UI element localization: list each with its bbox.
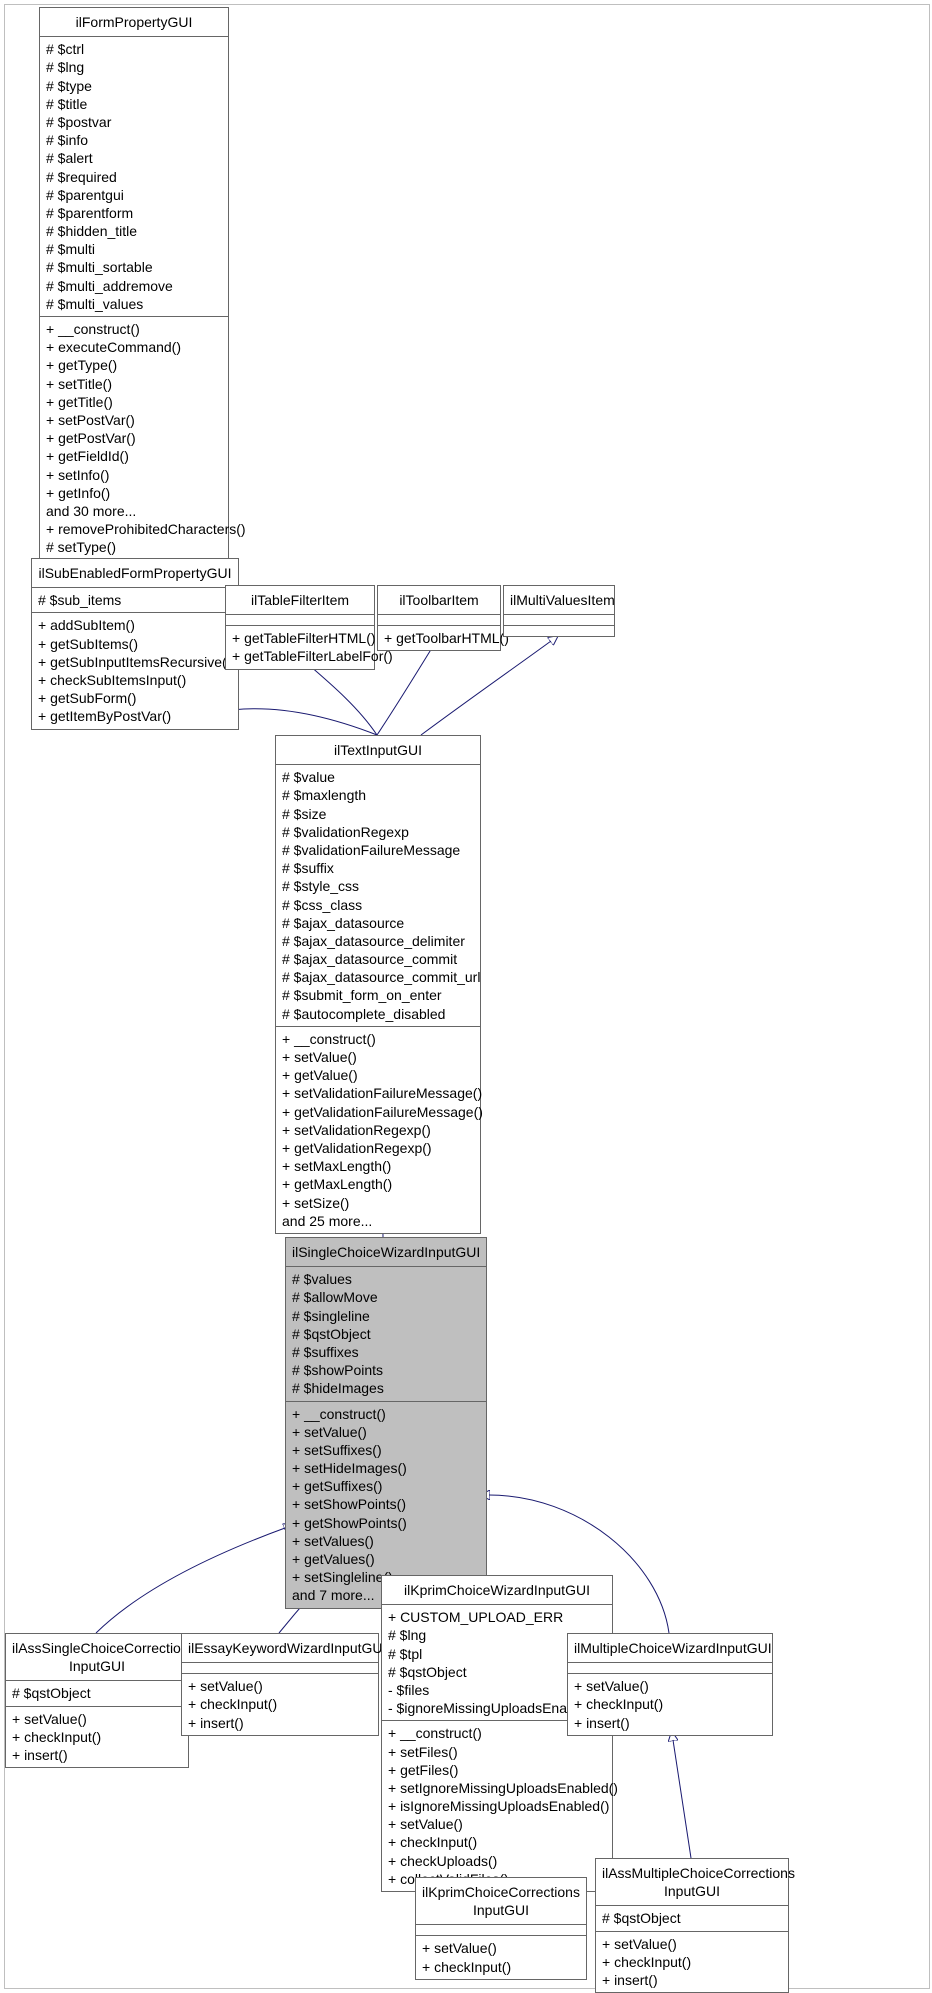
class-operations: + setValue() + checkInput() + insert() <box>596 1931 788 1993</box>
inheritance-edge <box>673 1740 691 1858</box>
class-title: ilToolbarItem <box>378 586 500 614</box>
class-title: ilTextInputGUI <box>276 736 480 764</box>
class-attributes <box>182 1662 378 1673</box>
class-operations: + __construct() + setFiles() + getFiles(… <box>382 1720 612 1891</box>
class-attributes: # $sub_items <box>32 587 238 612</box>
class-attributes <box>226 614 374 625</box>
class-title: ilEssayKeywordWizardInputGUI <box>182 1634 378 1662</box>
class-operations: + __construct() + setValue() + getValue(… <box>276 1026 480 1233</box>
class-title: ilSubEnabledFormPropertyGUI <box>32 559 238 587</box>
class-ilSubEnabledFormPropertyGUI[interactable]: ilSubEnabledFormPropertyGUI# $sub_items+… <box>31 558 239 730</box>
class-attributes <box>378 614 500 625</box>
class-ilAssMultipleChoiceCorrectionsInputGUI[interactable]: ilAssMultipleChoiceCorrections InputGUI#… <box>595 1858 789 1993</box>
class-operations: + getToolbarHTML() <box>378 625 500 650</box>
inheritance-edge <box>302 659 377 735</box>
class-operations: + getTableFilterHTML() + getTableFilterL… <box>226 625 374 668</box>
class-attributes <box>568 1662 772 1673</box>
class-attributes: # $value # $maxlength # $size # $validat… <box>276 764 480 1026</box>
class-title: ilAssSingleChoiceCorrections InputGUI <box>6 1634 188 1680</box>
class-title: ilKprimChoiceWizardInputGUI <box>382 1576 612 1604</box>
class-ilAssSingleChoiceCorrectionsInputGUI[interactable]: ilAssSingleChoiceCorrections InputGUI# $… <box>5 1633 189 1768</box>
class-title: ilKprimChoiceCorrections InputGUI <box>416 1878 586 1924</box>
class-ilSingleChoiceWizardInputGUI[interactable]: ilSingleChoiceWizardInputGUI# $values # … <box>285 1237 487 1609</box>
class-attributes: # $values # $allowMove # $singleline # $… <box>286 1266 486 1400</box>
class-ilTableFilterItem[interactable]: ilTableFilterItem + getTableFilterHTML() … <box>225 585 375 670</box>
class-operations: + addSubItem() + getSubItems() + getSubI… <box>32 612 238 728</box>
class-attributes <box>504 614 614 625</box>
class-operations: + setValue() + checkInput() + insert() <box>6 1706 188 1768</box>
class-title: ilSingleChoiceWizardInputGUI <box>286 1238 486 1266</box>
class-ilMultiValuesItem[interactable]: ilMultiValuesItem <box>503 585 615 637</box>
class-title: ilAssMultipleChoiceCorrections InputGUI <box>596 1859 788 1905</box>
inheritance-edge <box>421 641 551 735</box>
class-attributes <box>416 1924 586 1935</box>
class-operations: + __construct() + executeCommand() + get… <box>40 316 228 578</box>
class-attributes: # $qstObject <box>6 1680 188 1705</box>
class-operations: + setValue() + checkInput() + insert() <box>182 1673 378 1735</box>
class-operations: + setValue() + checkInput() + insert() <box>568 1673 772 1735</box>
class-ilKprimChoiceCorrectionsInputGUI[interactable]: ilKprimChoiceCorrections InputGUI + setVa… <box>415 1877 587 1980</box>
uml-class-diagram: ilFormPropertyGUI# $ctrl # $lng # $type … <box>4 4 930 1989</box>
class-title: ilTableFilterItem <box>226 586 374 614</box>
class-operations <box>504 625 614 636</box>
class-ilMultipleChoiceWizardInputGUI[interactable]: ilMultipleChoiceWizardInputGUI + setValue… <box>567 1633 773 1736</box>
class-title: ilFormPropertyGUI <box>40 8 228 36</box>
class-ilToolbarItem[interactable]: ilToolbarItem + getToolbarHTML() <box>377 585 501 651</box>
class-title: ilMultipleChoiceWizardInputGUI <box>568 1634 772 1662</box>
class-ilFormPropertyGUI[interactable]: ilFormPropertyGUI# $ctrl # $lng # $type … <box>39 7 229 579</box>
class-ilEssayKeywordWizardInputGUI[interactable]: ilEssayKeywordWizardInputGUI + setValue()… <box>181 1633 379 1736</box>
inheritance-edge <box>96 1528 285 1633</box>
class-attributes: # $qstObject <box>596 1905 788 1930</box>
class-title: ilMultiValuesItem <box>504 586 614 614</box>
class-ilTextInputGUI[interactable]: ilTextInputGUI# $value # $maxlength # $s… <box>275 735 481 1234</box>
class-attributes: # $ctrl # $lng # $type # $title # $postv… <box>40 36 228 316</box>
class-operations: + setValue() + checkInput() <box>416 1935 586 1978</box>
